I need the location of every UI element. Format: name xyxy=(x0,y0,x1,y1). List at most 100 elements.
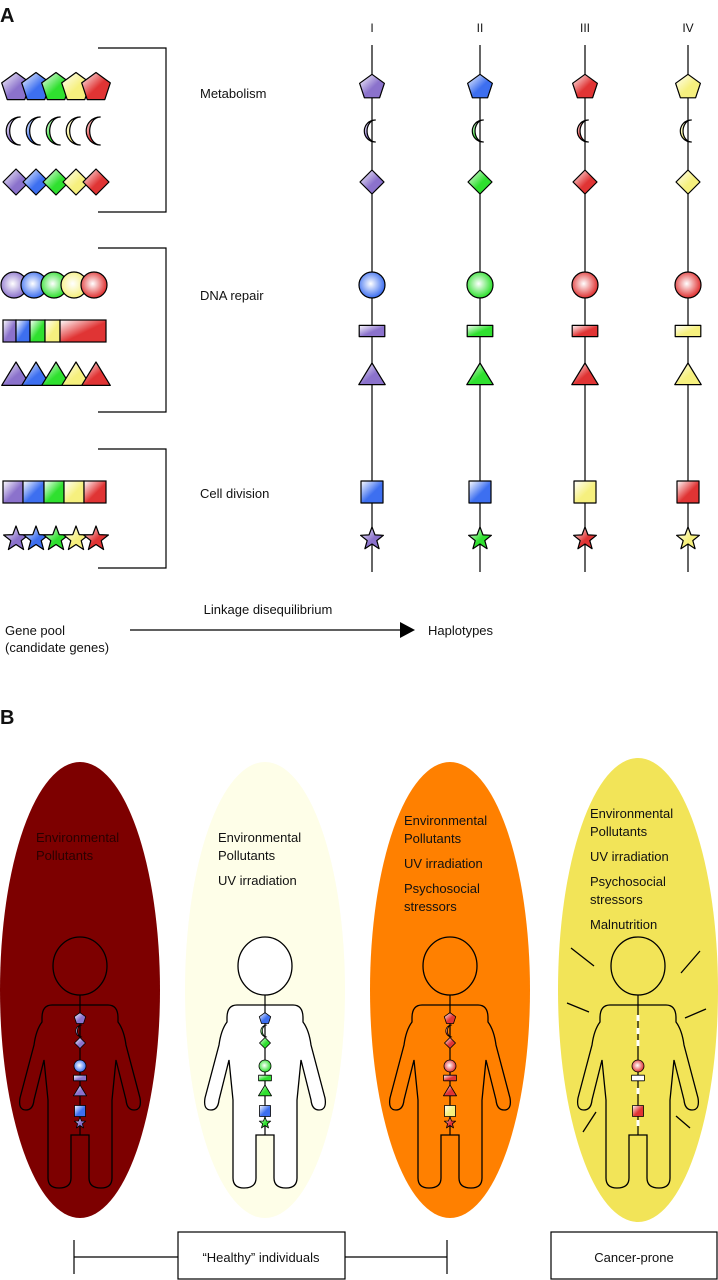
pentagon-blue-icon xyxy=(258,1012,272,1024)
haplotype-label: III xyxy=(580,21,590,35)
square-blue-icon xyxy=(360,480,384,504)
star-purple-icon xyxy=(2,525,29,551)
triangle-blue-icon xyxy=(21,361,51,386)
crescent-purple-icon xyxy=(363,119,376,143)
bracket xyxy=(98,247,167,413)
square-blue-icon xyxy=(468,480,492,504)
circle-green-icon xyxy=(258,1059,272,1073)
environmental-factor: Pollutants xyxy=(36,848,94,863)
rect-blue-icon xyxy=(15,319,31,343)
gene-pool xyxy=(0,71,111,551)
circle-blue-icon xyxy=(73,1059,87,1073)
crescent-green-icon xyxy=(471,119,484,143)
exposure-ellipse xyxy=(370,762,530,1218)
rect-yellow-icon xyxy=(674,324,702,338)
pentagon-purple-icon xyxy=(73,1012,87,1024)
crescent-red-icon xyxy=(576,119,589,143)
rect-yellow-icon xyxy=(44,319,61,343)
stress-ray xyxy=(570,947,595,967)
diamond-green-icon xyxy=(42,168,70,196)
rect-purple-icon xyxy=(358,324,386,338)
square-red-icon xyxy=(632,1105,644,1117)
square-red-icon xyxy=(83,480,107,504)
haplotype-label: IV xyxy=(682,21,693,35)
bracket xyxy=(98,47,167,213)
square-yellow-icon xyxy=(573,480,597,504)
diamond-green-icon xyxy=(467,169,493,195)
pentagon-yellow-icon xyxy=(674,73,702,99)
star-red-icon xyxy=(443,1116,457,1129)
gene-pool-sublabel: (candidate genes) xyxy=(5,640,109,655)
triangle-purple-icon xyxy=(1,361,31,386)
star-green-icon xyxy=(468,526,492,550)
rect-purple-icon xyxy=(2,319,17,343)
pentagon-red-icon xyxy=(443,1012,457,1024)
circle-red-icon xyxy=(443,1059,457,1073)
environmental-factor: Pollutants xyxy=(218,848,276,863)
triangle-purple-icon xyxy=(358,362,386,386)
gene-pool-label: Gene pool xyxy=(5,623,65,638)
diamond-blue-icon xyxy=(22,168,50,196)
healthy-box xyxy=(177,1231,346,1280)
star-red-icon xyxy=(82,525,110,551)
individual-1: Environmental Pollutants xyxy=(0,762,160,1218)
stress-ray xyxy=(566,1002,590,1013)
triangle-yellow-icon xyxy=(61,361,91,386)
gene-group-label: DNA repair xyxy=(200,288,264,303)
pentagon-red-icon xyxy=(81,71,111,101)
triangle-green-icon xyxy=(41,361,71,386)
haplotype-label: II xyxy=(477,21,484,35)
rect-green-icon xyxy=(29,319,46,343)
rect-white-icon xyxy=(631,1074,645,1082)
square-blue-icon xyxy=(259,1105,271,1117)
star-green-icon xyxy=(258,1116,272,1129)
square-red-icon xyxy=(676,480,700,504)
individuals: Environmental Pollutants Environmental Poll… xyxy=(0,758,718,1222)
circle-red-icon xyxy=(631,1059,645,1073)
environmental-factor: stressors xyxy=(404,899,457,914)
diamond-purple-icon xyxy=(2,168,30,196)
environmental-factor: Psychosocial xyxy=(590,874,666,889)
environmental-factor: UV irradiation xyxy=(218,873,297,888)
individual-2: Environmental Pollutants UV irradiation xyxy=(185,762,345,1218)
diamond-purple-icon xyxy=(74,1037,86,1049)
haplotype-label: I xyxy=(370,21,373,35)
star-red-icon xyxy=(572,526,598,550)
cancer-prone-label: Cancer-prone xyxy=(594,1250,674,1265)
exposure-ellipse xyxy=(558,758,718,1222)
pentagon-blue-icon xyxy=(467,73,493,99)
rect-green-icon xyxy=(466,324,494,338)
square-blue-icon xyxy=(74,1105,86,1117)
crescent-red-icon xyxy=(85,116,101,146)
pentagon-purple-icon xyxy=(359,73,385,99)
bracket xyxy=(98,448,167,569)
environmental-factor: UV irradiation xyxy=(590,849,669,864)
stress-ray xyxy=(675,1115,691,1129)
crescent-purple-icon xyxy=(75,1024,83,1038)
arrow-head-icon xyxy=(400,622,415,638)
crescent-blue-icon xyxy=(25,116,41,146)
triangle-red-icon xyxy=(81,361,111,386)
rect-red-icon xyxy=(443,1074,457,1082)
diamond-yellow-icon xyxy=(675,169,701,195)
environmental-factor: Environmental xyxy=(590,806,673,821)
crescent-red-icon xyxy=(445,1024,453,1038)
haplotype-columns: I II III IV xyxy=(358,21,702,572)
haplotypes-label: Haplotypes xyxy=(428,623,494,638)
environmental-factor: stressors xyxy=(590,892,643,907)
crescent-green-icon xyxy=(45,116,61,146)
diamond-red-icon xyxy=(444,1037,456,1049)
environmental-factor: UV irradiation xyxy=(404,856,483,871)
crescent-purple-icon xyxy=(5,116,21,146)
haplotype-IV: IV xyxy=(674,21,702,572)
star-purple-icon xyxy=(73,1116,87,1129)
rect-red-icon xyxy=(59,319,107,343)
crescent-yellow-icon xyxy=(65,116,81,146)
haplotype-II: II xyxy=(466,21,494,572)
star-purple-icon xyxy=(360,526,384,550)
person-head xyxy=(237,936,293,996)
environmental-factor: Malnutrition xyxy=(590,917,657,932)
exposure-ellipse xyxy=(0,762,160,1218)
diamond-green-icon xyxy=(259,1037,271,1049)
diamond-purple-icon xyxy=(359,169,385,195)
